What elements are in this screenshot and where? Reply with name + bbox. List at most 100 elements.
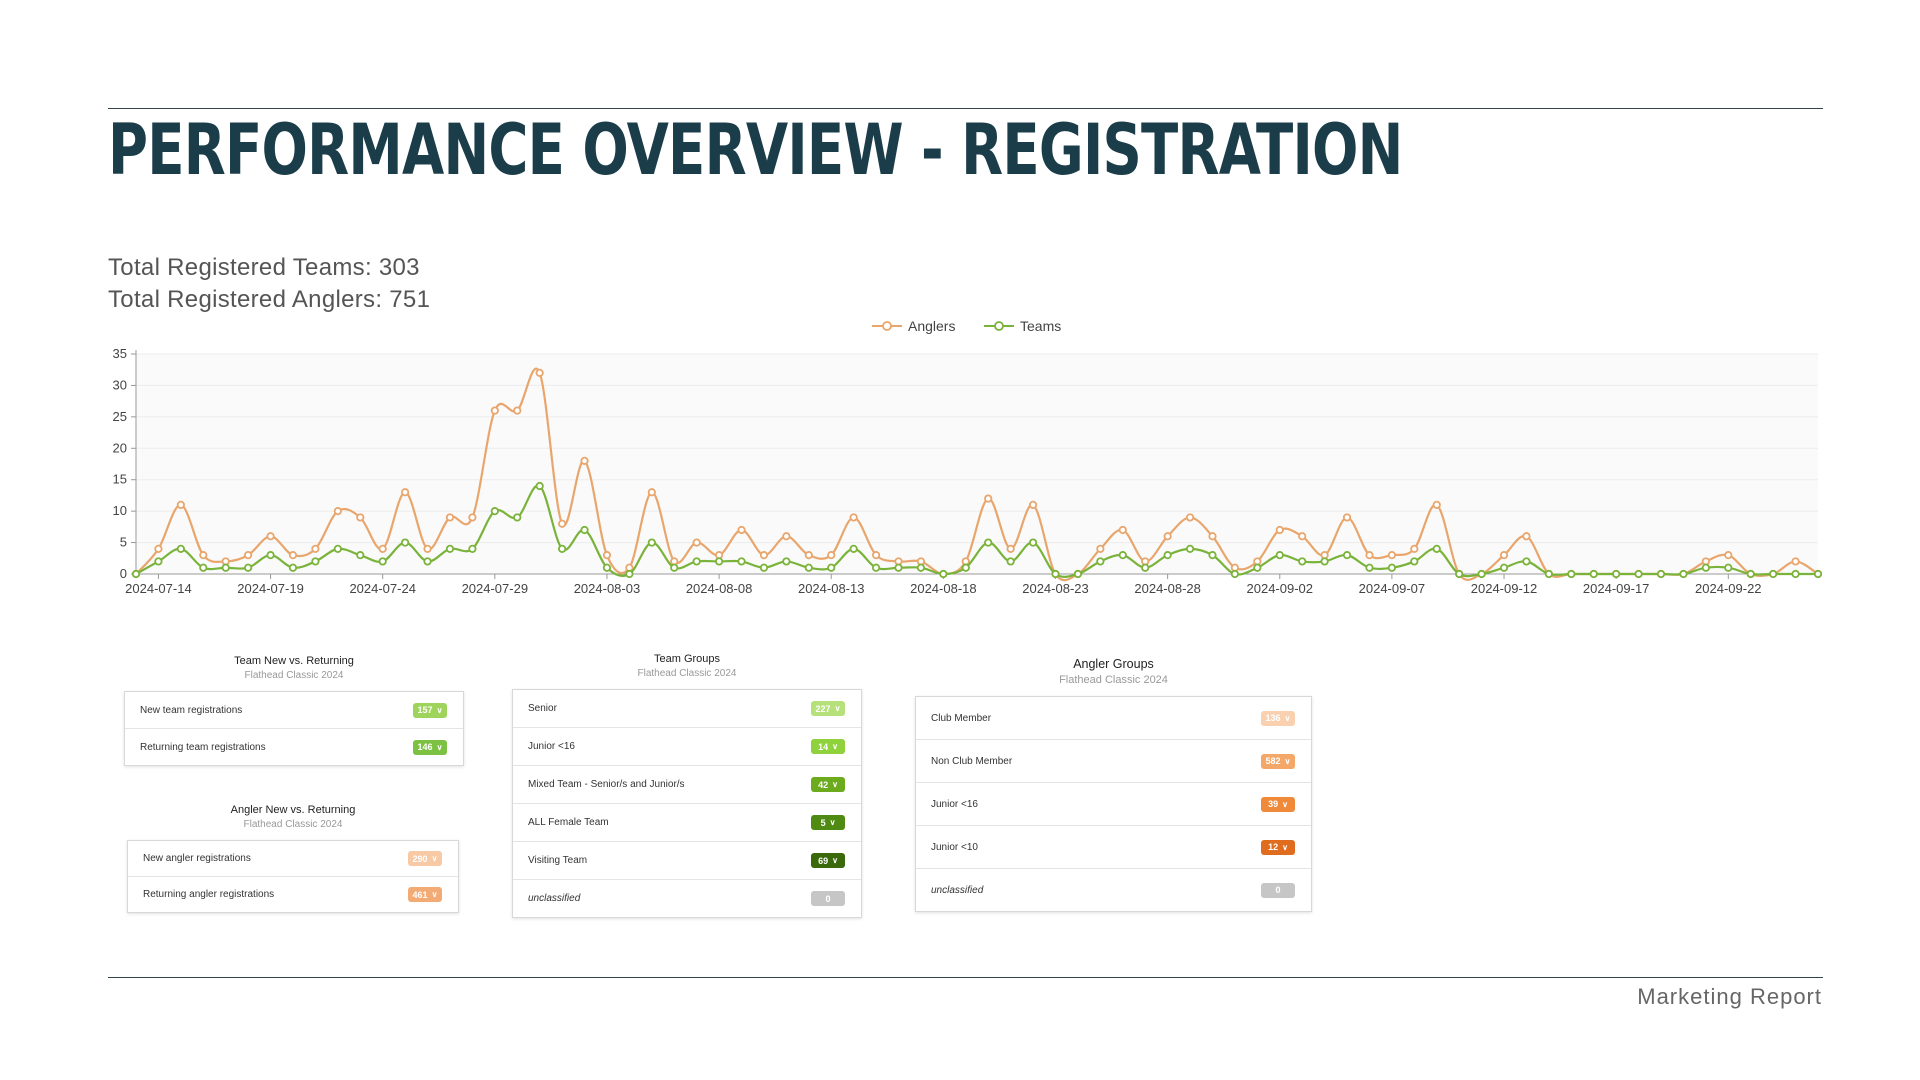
data-point bbox=[176, 500, 185, 509]
x-tick-label: 2024-08-03 bbox=[574, 581, 641, 596]
count-badge[interactable]: 42 ∨ bbox=[811, 777, 845, 792]
data-point bbox=[199, 551, 208, 560]
list-item[interactable]: Junior <10 12 ∨ bbox=[916, 826, 1311, 869]
data-point bbox=[1724, 563, 1733, 572]
count-value: 14 bbox=[818, 741, 829, 752]
data-point bbox=[535, 368, 544, 377]
count-value: 69 bbox=[818, 855, 829, 866]
count-badge[interactable]: 39 ∨ bbox=[1261, 796, 1295, 812]
data-point bbox=[378, 557, 387, 566]
list-item[interactable]: Club Member 136 ∨ bbox=[916, 697, 1311, 740]
data-point bbox=[1118, 525, 1127, 535]
data-point bbox=[580, 456, 589, 465]
data-point bbox=[490, 406, 499, 415]
data-point bbox=[1298, 532, 1307, 541]
list-item-label: Returning angler registrations bbox=[143, 889, 275, 900]
list-item[interactable]: Mixed Team - Senior/s and Junior/s 42 ∨ bbox=[513, 766, 861, 804]
data-point bbox=[1342, 551, 1352, 560]
data-point bbox=[737, 525, 746, 535]
data-point bbox=[625, 569, 634, 579]
chevron-down-icon: ∨ bbox=[1282, 799, 1288, 809]
registrations-line-chart: 0 5 10 15 20 25 30 35 2024-07-14 2024-07-19 2024-0… bbox=[113, 318, 1823, 596]
data-point bbox=[423, 544, 432, 553]
data-point bbox=[1410, 544, 1419, 553]
data-point bbox=[759, 551, 769, 560]
chevron-down-icon: ∨ bbox=[436, 742, 443, 752]
chevron-down-icon: ∨ bbox=[834, 704, 841, 713]
data-point bbox=[333, 544, 342, 553]
panel-title: Team Groups bbox=[653, 653, 721, 665]
count-value: 290 bbox=[412, 853, 428, 864]
data-point bbox=[1365, 563, 1374, 572]
list-item[interactable]: Senior 227 ∨ bbox=[513, 690, 861, 728]
data-point bbox=[333, 507, 342, 516]
list-item-label: Visiting Team bbox=[528, 855, 588, 866]
list-item[interactable]: Returning team registrations 146 ∨ bbox=[125, 729, 463, 765]
data-point bbox=[1746, 569, 1755, 579]
list-item[interactable]: Junior <16 39 ∨ bbox=[916, 783, 1311, 826]
data-point bbox=[558, 544, 567, 553]
count-badge[interactable]: 5 ∨ bbox=[811, 815, 845, 830]
count-badge[interactable]: 582 ∨ bbox=[1261, 753, 1295, 769]
panel-list: Club Member 136 ∨ Non Club Member 582 ∨ Junior… bbox=[915, 696, 1312, 912]
list-item[interactable]: Visiting Team 69 ∨ bbox=[513, 842, 861, 880]
data-point bbox=[1589, 569, 1598, 579]
data-point bbox=[356, 551, 365, 560]
y-tick-label: 0 bbox=[120, 566, 127, 581]
chevron-down-icon: ∨ bbox=[832, 742, 838, 751]
count-value: 146 bbox=[417, 742, 433, 752]
count-badge[interactable]: 0 bbox=[811, 891, 845, 906]
data-point bbox=[311, 544, 320, 553]
data-point bbox=[244, 551, 253, 560]
list-item[interactable]: unclassified 0 bbox=[513, 880, 861, 917]
data-point bbox=[961, 563, 970, 572]
data-point bbox=[602, 563, 612, 572]
list-item[interactable]: Returning angler registrations 461 ∨ bbox=[128, 877, 458, 912]
list-item[interactable]: New team registrations 157 ∨ bbox=[125, 692, 463, 729]
count-badge[interactable]: 12 ∨ bbox=[1261, 839, 1295, 855]
y-tick-label: 15 bbox=[113, 472, 127, 487]
list-item[interactable]: ALL Female Team 5 ∨ bbox=[513, 804, 861, 842]
panel-subtitle: Flathead Classic 2024 bbox=[637, 668, 737, 679]
count-badge[interactable]: 136 ∨ bbox=[1261, 710, 1295, 726]
count-badge[interactable]: 146 ∨ bbox=[413, 739, 447, 755]
list-item-label: New angler registrations bbox=[143, 853, 251, 864]
count-value: 227 bbox=[815, 703, 831, 714]
data-point bbox=[737, 557, 746, 566]
y-tick-label: 10 bbox=[113, 503, 127, 518]
data-point bbox=[1096, 557, 1105, 566]
data-point bbox=[1028, 500, 1038, 509]
count-badge[interactable]: 69 ∨ bbox=[811, 853, 845, 868]
data-point bbox=[1320, 557, 1329, 566]
data-point bbox=[1275, 551, 1284, 560]
data-point bbox=[827, 563, 836, 572]
list-item[interactable]: New angler registrations 290 ∨ bbox=[128, 841, 458, 877]
count-badge[interactable]: 290 ∨ bbox=[408, 851, 442, 866]
count-badge[interactable]: 14 ∨ bbox=[811, 739, 845, 754]
count-value: 582 bbox=[1265, 756, 1281, 766]
data-point bbox=[692, 557, 701, 566]
chevron-down-icon: ∨ bbox=[431, 854, 438, 863]
data-point bbox=[849, 513, 858, 522]
chevron-down-icon: ∨ bbox=[832, 856, 838, 865]
count-value: 136 bbox=[1265, 713, 1281, 723]
panel-list: New angler registrations 290 ∨ Returning an… bbox=[127, 840, 459, 913]
angler-new-vs-returning-panel: Angler New vs. Returning Flathead Classi… bbox=[127, 804, 459, 913]
data-point bbox=[1432, 500, 1441, 509]
count-badge[interactable]: 227 ∨ bbox=[811, 701, 845, 716]
count-badge[interactable]: 461 ∨ bbox=[408, 887, 442, 902]
list-item[interactable]: Junior <16 14 ∨ bbox=[513, 728, 861, 766]
data-point bbox=[804, 563, 813, 572]
list-item[interactable]: unclassified 0 bbox=[916, 869, 1311, 911]
data-point bbox=[1455, 569, 1464, 579]
data-point bbox=[1163, 532, 1172, 541]
data-point bbox=[782, 532, 791, 541]
count-badge[interactable]: 0 bbox=[1261, 882, 1295, 898]
list-item[interactable]: Non Club Member 582 ∨ bbox=[916, 740, 1311, 783]
x-tick-label: 2024-07-24 bbox=[349, 581, 416, 596]
count-badge[interactable]: 157 ∨ bbox=[413, 702, 447, 718]
data-point bbox=[445, 544, 455, 553]
x-tick-label: 2024-09-02 bbox=[1247, 581, 1314, 596]
data-point bbox=[1118, 551, 1127, 560]
list-item-label: Club Member bbox=[931, 712, 992, 724]
